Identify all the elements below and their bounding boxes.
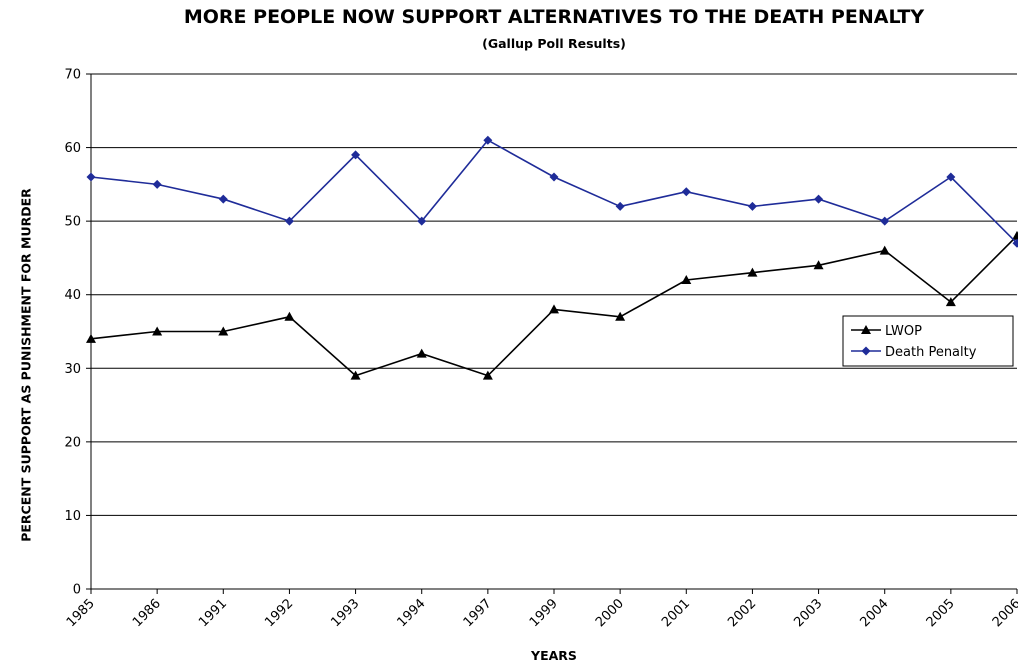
data-point-death-penalty bbox=[152, 179, 162, 189]
y-tick-label: 30 bbox=[64, 362, 81, 377]
data-point-lwop bbox=[482, 370, 493, 380]
legend-item-death-penalty: Death Penalty bbox=[851, 345, 977, 360]
data-point-death-penalty bbox=[681, 187, 691, 197]
x-tick-label: 1992 bbox=[262, 596, 296, 630]
x-tick-label: 1997 bbox=[461, 596, 495, 630]
chart-subtitle: (Gallup Poll Results) bbox=[482, 36, 626, 51]
data-point-death-penalty bbox=[86, 172, 96, 182]
legend-swatch-marker bbox=[861, 325, 871, 334]
x-tick-label: 1985 bbox=[64, 596, 98, 630]
gridlines bbox=[91, 73, 1017, 516]
data-point-death-penalty bbox=[814, 194, 824, 204]
x-axis-label: YEARS bbox=[531, 648, 577, 663]
data-point-death-penalty bbox=[880, 216, 890, 226]
x-tick-label: 1986 bbox=[130, 596, 164, 630]
x-tick-label: 1999 bbox=[527, 596, 561, 630]
y-tick-label: 10 bbox=[64, 509, 81, 524]
data-point-death-penalty bbox=[417, 216, 427, 226]
data-point-death-penalty bbox=[1012, 238, 1018, 248]
series-death-penalty bbox=[86, 135, 1018, 248]
x-tick-label: 1991 bbox=[196, 596, 230, 630]
x-tick-label: 2002 bbox=[725, 596, 759, 630]
series-lines bbox=[86, 135, 1018, 380]
data-point-lwop bbox=[945, 297, 956, 307]
legend: LWOP Death Penalty bbox=[842, 315, 1014, 367]
data-point-death-penalty bbox=[284, 216, 294, 226]
x-tick-label: 1994 bbox=[395, 596, 429, 630]
y-tick-label: 0 bbox=[73, 583, 81, 598]
series-lwop bbox=[86, 230, 1018, 380]
data-point-lwop bbox=[615, 311, 626, 321]
y-tick-label: 20 bbox=[64, 435, 81, 450]
data-point-death-penalty bbox=[351, 150, 361, 160]
data-point-death-penalty bbox=[747, 201, 757, 211]
data-point-lwop bbox=[1012, 230, 1018, 240]
data-point-lwop bbox=[549, 304, 559, 314]
data-point-lwop bbox=[86, 333, 96, 343]
x-tick-label: 1993 bbox=[328, 596, 362, 630]
data-point-death-penalty bbox=[615, 201, 625, 211]
data-point-lwop bbox=[284, 311, 295, 321]
data-point-death-penalty bbox=[218, 194, 228, 204]
x-tick-label: 2006 bbox=[990, 596, 1018, 630]
x-tick-label: 2003 bbox=[791, 596, 825, 630]
data-point-death-penalty bbox=[483, 135, 493, 145]
data-point-lwop bbox=[218, 326, 229, 336]
legend-box bbox=[842, 315, 1014, 367]
y-tick-label: 70 bbox=[64, 68, 81, 83]
x-tick-label: 2000 bbox=[593, 596, 627, 630]
data-point-lwop bbox=[416, 348, 427, 358]
legend-label: Death Penalty bbox=[885, 345, 977, 360]
data-point-death-penalty bbox=[549, 172, 559, 182]
legend-swatch-marker bbox=[861, 346, 871, 356]
data-point-lwop bbox=[813, 260, 824, 270]
data-point-lwop bbox=[350, 370, 361, 380]
legend-label: LWOP bbox=[885, 324, 922, 339]
data-point-lwop bbox=[747, 267, 758, 277]
x-tick-label: 2005 bbox=[924, 596, 958, 630]
y-tick-label: 50 bbox=[64, 215, 81, 230]
data-point-death-penalty bbox=[946, 172, 956, 182]
y-tick-label: 60 bbox=[64, 141, 81, 156]
x-tick-label: 2004 bbox=[858, 596, 892, 630]
legend-item-lwop: LWOP bbox=[851, 324, 922, 339]
series-line-death-penalty bbox=[90, 139, 1018, 244]
x-tick-label: 2001 bbox=[659, 596, 693, 630]
data-point-lwop bbox=[879, 245, 890, 255]
data-point-lwop bbox=[152, 326, 163, 336]
y-tick-label: 40 bbox=[64, 288, 81, 303]
data-point-lwop bbox=[681, 275, 692, 284]
chart-title: MORE PEOPLE NOW SUPPORT ALTERNATIVES TO … bbox=[183, 6, 925, 28]
